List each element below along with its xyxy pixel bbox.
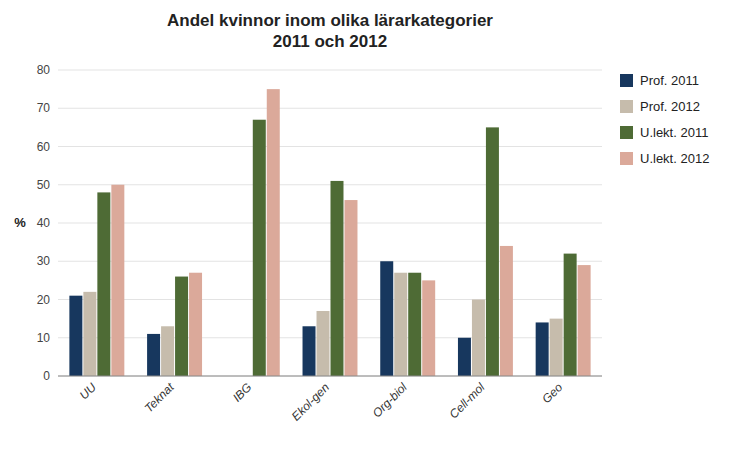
bar (111, 185, 124, 376)
x-tick-label: Geo (539, 380, 565, 406)
y-tick-label: 0 (43, 369, 50, 383)
bar (536, 322, 549, 376)
grid-line (58, 337, 602, 338)
y-tick-label: 50 (37, 178, 51, 192)
grid (58, 70, 602, 376)
grid-line (58, 223, 602, 224)
y-tick-label: 20 (37, 293, 51, 307)
bar (458, 338, 471, 376)
bar (189, 273, 202, 376)
y-tick-label: 70 (37, 101, 51, 115)
bar (331, 181, 344, 376)
bar (175, 277, 188, 376)
y-tick-label: 80 (37, 63, 51, 77)
bar (253, 120, 266, 376)
legend: Prof. 2011 Prof. 2012 U.lekt. 2011 U.lekt. … (620, 73, 709, 166)
y-tick-label: 10 (37, 331, 51, 345)
bar (83, 292, 96, 376)
grid-line (58, 146, 602, 147)
grid-line (58, 70, 602, 71)
legend-label: U.lekt. 2012 (640, 151, 709, 166)
bar (564, 254, 577, 376)
bars (69, 89, 590, 376)
bar (380, 261, 393, 376)
bar (472, 300, 485, 377)
grid-line (58, 299, 602, 300)
bar (500, 246, 513, 376)
bar (422, 280, 435, 376)
grid-line (58, 261, 602, 262)
bar (69, 296, 82, 376)
bar (147, 334, 160, 376)
bar (344, 200, 357, 376)
legend-swatch (620, 100, 633, 113)
title-line: 2011 och 2012 (273, 32, 387, 51)
x-tick-label: Ekol-gen (289, 380, 333, 424)
legend-swatch (620, 126, 633, 139)
title-line: Andel kvinnor inom olika lärarkategorier (167, 11, 493, 30)
legend-label: U.lekt. 2011 (640, 125, 708, 140)
x-tick-label: Cell-mol (447, 380, 488, 421)
y-tick-label: 30 (37, 254, 51, 268)
y-axis-label: % (14, 215, 26, 230)
chart-svg: Andel kvinnor inom olika lärarkategorier… (0, 0, 752, 451)
chart-container: Andel kvinnor inom olika lärarkategorier… (0, 0, 752, 451)
bar (303, 326, 316, 376)
legend-swatch (620, 74, 633, 87)
legend-label: Prof. 2011 (640, 73, 699, 88)
legend-label: Prof. 2012 (640, 99, 700, 114)
bar (408, 273, 421, 376)
x-axis-line (58, 376, 602, 377)
grid-line (58, 184, 602, 185)
grid-line (58, 376, 602, 377)
bar (267, 89, 280, 376)
bar (486, 127, 499, 376)
title: Andel kvinnor inom olika lärarkategorier… (167, 11, 493, 51)
grid-line (58, 108, 602, 109)
legend-swatch (620, 152, 633, 165)
x-tick-label: Org-biol (370, 380, 410, 420)
y-tick-label: 40 (37, 216, 51, 230)
x-tick-label: IBG (230, 380, 255, 405)
y-tick-label: 60 (37, 140, 51, 154)
bar (578, 265, 591, 376)
x-tick-label: UU (77, 380, 99, 402)
bar (161, 326, 174, 376)
bar (97, 192, 110, 376)
bar (317, 311, 330, 376)
x-tick-label: Teknat (142, 380, 178, 416)
bar (394, 273, 407, 376)
bar (550, 319, 563, 376)
